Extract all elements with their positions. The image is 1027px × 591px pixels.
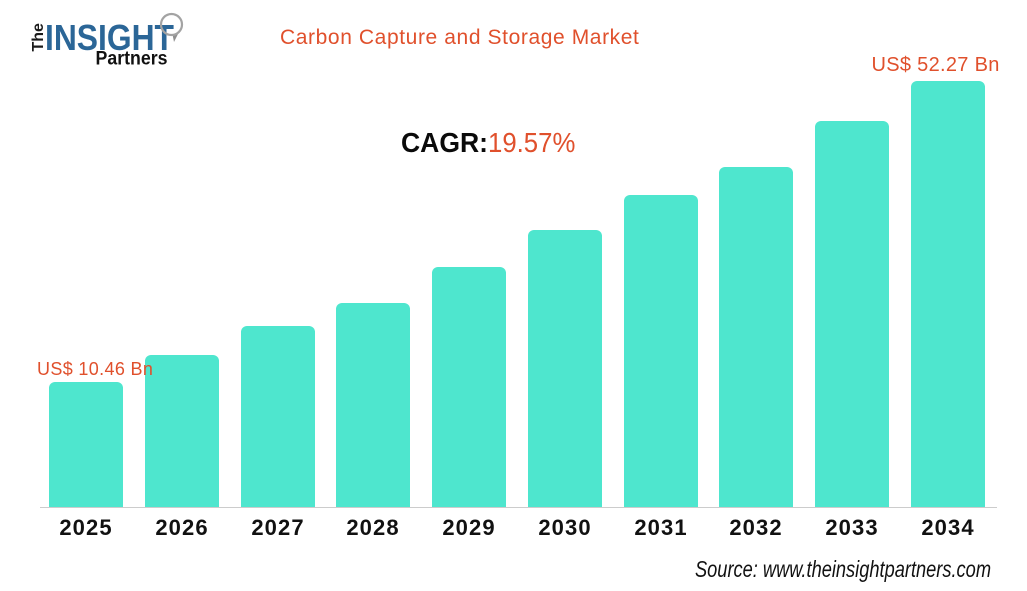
svg-text:Partners: Partners xyxy=(96,49,168,70)
svg-text:INSIGHT: INSIGHT xyxy=(45,17,174,58)
svg-text:The: The xyxy=(30,23,47,52)
